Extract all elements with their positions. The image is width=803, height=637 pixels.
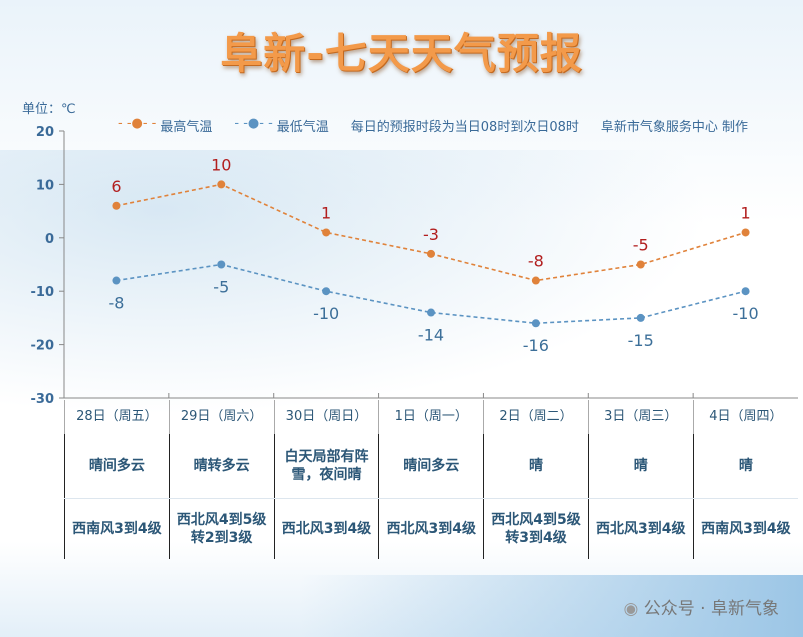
background-swoosh-bottom	[300, 575, 803, 637]
data-label: -5	[633, 236, 649, 255]
data-label: 10	[211, 155, 231, 174]
weather-cell: 晴转多云	[168, 434, 275, 499]
data-point	[427, 249, 435, 258]
data-point	[322, 287, 331, 296]
credit-label: 阜新市气象服务中心 制作	[600, 120, 749, 135]
legend-high-icon: - -●- -	[118, 116, 157, 131]
wind-cell: 西北风3到4级	[273, 498, 379, 559]
data-label: 6	[111, 177, 121, 196]
data-point	[217, 180, 226, 189]
date-cell: 3日（周三）	[587, 400, 694, 434]
weather-cell: 晴	[587, 434, 694, 499]
data-point	[531, 276, 540, 285]
y-tick-label: 0	[45, 232, 54, 247]
wind-cell: 西北风4到5级转3到4级	[483, 498, 589, 559]
forecast-period-note: 每日的预报时段为当日08时到次日08时	[350, 120, 579, 135]
data-point	[531, 319, 540, 328]
legend: - -●- - 最高气温 - -●- - 最低气温 每日的预报时段为当日08时到…	[118, 116, 798, 135]
watermark: ◉ 公众号 · 阜新气象	[624, 594, 779, 619]
data-point	[427, 308, 435, 317]
data-label: -8	[108, 294, 124, 313]
date-cell: 30日（周日）	[273, 400, 379, 434]
data-label: -14	[418, 326, 444, 345]
wind-cell: 西北风4到5级转2到3级	[168, 498, 275, 559]
data-point	[217, 260, 226, 269]
y-tick-label: 20	[36, 125, 54, 140]
weather-cell: 晴	[692, 434, 798, 499]
weather-cell: 晴间多云	[64, 434, 170, 499]
wind-cell: 西北风3到4级	[587, 498, 694, 559]
data-label: -8	[528, 252, 544, 271]
wechat-icon: ◉	[623, 599, 644, 619]
data-point	[636, 260, 645, 269]
date-cell: 28日（周五）	[64, 400, 170, 434]
data-point	[741, 287, 750, 296]
data-point	[322, 228, 331, 237]
watermark-text: 公众号 · 阜新气象	[643, 599, 779, 619]
weather-cell: 晴	[483, 434, 589, 499]
data-point	[112, 276, 121, 285]
data-label: -5	[213, 278, 229, 297]
weather-cell: 晴间多云	[378, 434, 484, 499]
page-title: 阜新-七天天气预报	[220, 29, 583, 78]
y-tick-label: -30	[31, 392, 55, 407]
data-label: -10	[313, 304, 339, 323]
legend-high-label: 最高气温	[160, 120, 213, 135]
data-label: -16	[523, 336, 549, 355]
wind-cell: 西北风3到4级	[378, 498, 484, 559]
date-row: 28日（周五） 29日（周六） 30日（周日） 1日（周一） 2日（周二） 3日（周三） 4…	[64, 400, 798, 434]
wind-row: 西南风3到4级 西北风4到5级转2到3级 西北风3到4级 西北风3到4级 西北风4到5级…	[64, 498, 798, 559]
wind-cell: 西南风3到4级	[692, 498, 798, 559]
wind-cell: 西南风3到4级	[64, 498, 170, 559]
date-cell: 2日（周二）	[483, 400, 589, 434]
date-cell: 1日（周一）	[378, 400, 484, 434]
legend-low-label: 最低气温	[276, 120, 329, 135]
weather-row: 晴间多云 晴转多云 白天局部有阵雪，夜间晴 晴间多云晴晴晴	[64, 434, 798, 499]
legend-low-icon: - -●- -	[234, 116, 273, 131]
data-label: -15	[628, 331, 654, 350]
y-tick-label: -10	[31, 285, 55, 300]
forecast-table: 28日（周五） 29日（周六） 30日（周日） 1日（周一） 2日（周二） 3日（周三） 4…	[64, 400, 798, 559]
data-point	[741, 228, 750, 237]
data-point	[112, 201, 121, 210]
weather-cell: 白天局部有阵雪，夜间晴	[273, 434, 379, 499]
unit-label: 单位：℃	[22, 102, 76, 117]
y-tick-label: 10	[36, 178, 54, 193]
y-tick-label: -20	[31, 339, 55, 354]
date-cell: 4日（周四）	[692, 400, 798, 434]
data-label: 1	[740, 203, 750, 222]
data-point	[636, 313, 645, 322]
data-label: 1	[321, 203, 331, 222]
data-label: -10	[733, 304, 759, 323]
data-label: -3	[423, 225, 439, 244]
date-cell: 29日（周六）	[168, 400, 275, 434]
